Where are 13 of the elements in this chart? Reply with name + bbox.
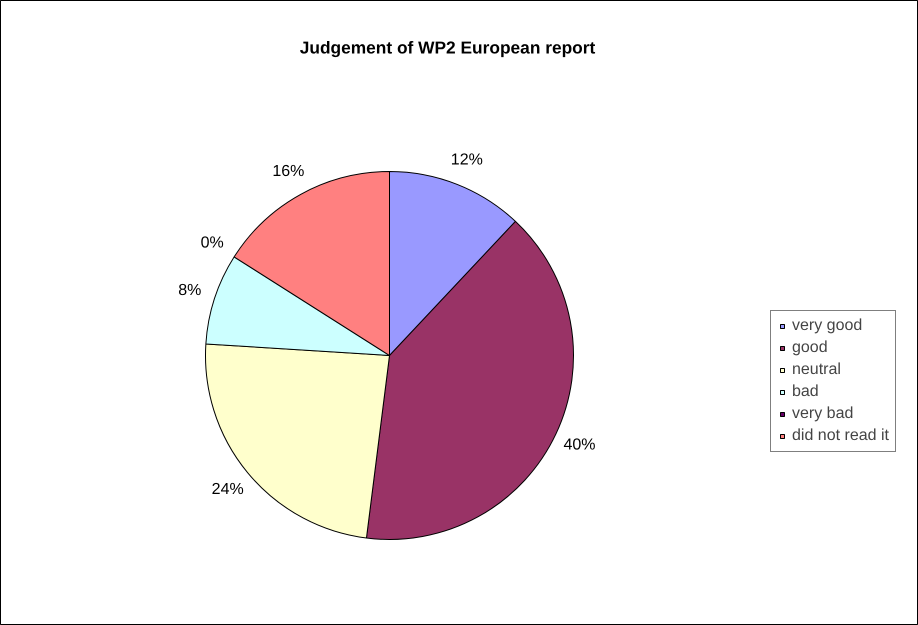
data-label: 24% (212, 480, 244, 498)
data-label: 8% (178, 282, 202, 300)
chart-title: Judgement of WP2 European report (300, 38, 596, 58)
data-label: 40% (564, 436, 596, 454)
legend-label: neutral (792, 361, 841, 379)
data-label: 16% (272, 162, 304, 180)
legend-label: did not read it (792, 427, 889, 445)
legend-label: very bad (792, 405, 854, 423)
text: 0% (200, 234, 224, 252)
legend-label: bad (792, 383, 819, 401)
legend-label: good (792, 339, 828, 357)
data-label: 12% (450, 152, 483, 169)
legend-label: very good (792, 317, 862, 335)
